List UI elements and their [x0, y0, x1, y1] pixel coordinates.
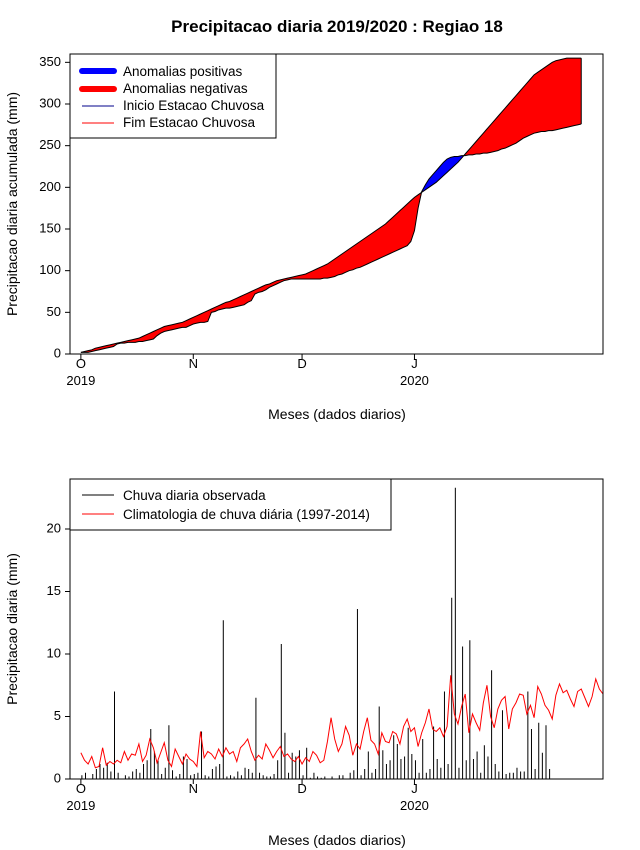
p0-ytick-label: 350 — [39, 54, 61, 69]
p1-xtick-label: D — [297, 781, 306, 796]
cumulative-x-axis: O 2019 N D J 2020 — [66, 354, 429, 388]
daily-x-axis: O 2019 N D J 2020 — [66, 779, 429, 813]
p0-xtick-year: 2020 — [400, 373, 429, 388]
cumulative-legend: Anomalias positivas Anomalias negativas … — [69, 53, 277, 139]
p0-ytick-label: 150 — [39, 220, 61, 235]
legend-label-observed: Chuva diaria observada — [123, 488, 266, 503]
p0-ytick-label: 250 — [39, 137, 61, 152]
p1-xtick-label: O — [76, 781, 86, 796]
p1-ytick-label: 5 — [54, 708, 61, 723]
p1-xtick-label: N — [189, 781, 198, 796]
daily-legend-box — [69, 478, 392, 531]
p1-xtick-year: 2019 — [66, 798, 95, 813]
daily-bars — [80, 487, 604, 779]
cumulative-legend-box — [69, 53, 277, 139]
observed-cumulative-line — [80, 123, 582, 353]
legend-label-inicio: Inicio Estacao Chuvosa — [123, 98, 265, 113]
p0-ytick-label: 50 — [47, 304, 61, 319]
daily-legend: Chuva diaria observada Climatologia de c… — [69, 478, 392, 531]
chart-title: Precipitacao diaria 2019/2020 : Regiao 1… — [171, 17, 503, 36]
legend-label-negative: Anomalias negativas — [123, 81, 248, 96]
legend-label-fim: Fim Estacao Chuvosa — [123, 115, 256, 130]
p0-ytick-label: 200 — [39, 179, 61, 194]
p1-xtick-label: J — [411, 781, 418, 796]
cumulative-plot-box — [69, 53, 604, 355]
p1-xtick-year: 2020 — [400, 798, 429, 813]
p0-xtick-label: O — [76, 356, 86, 371]
p1-ytick-label: 20 — [47, 520, 61, 535]
negative-anomaly-fill — [465, 58, 582, 156]
climatology-cumulative-line — [80, 57, 582, 353]
p0-xtick-year: 2019 — [66, 373, 95, 388]
daily-y-label: Precipitacao diaria (mm) — [4, 553, 20, 705]
p0-ytick-label: 300 — [39, 95, 61, 110]
cumulative-y-label: Precipitacao diaria acumulada (mm) — [4, 92, 20, 316]
p0-xtick-label: J — [411, 356, 418, 371]
negative-anomaly-fill — [80, 191, 422, 353]
p1-ytick-label: 15 — [47, 583, 61, 598]
cumulative-panel: 0 50 100 150 200 250 300 350 O 2019 N D J 2020 Meses… — [4, 53, 604, 422]
cumulative-y-axis: 0 50 100 150 200 250 300 350 — [39, 54, 70, 360]
cumulative-x-label: Meses (dados diarios) — [268, 406, 406, 422]
daily-panel: 0 5 10 15 20 O 2019 N D J 2020 Meses (dados diari… — [4, 478, 604, 848]
p1-ytick-label: 10 — [47, 645, 61, 660]
legend-label-climatology: Climatologia de chuva diária (1997-2014) — [123, 507, 370, 522]
p0-xtick-label: D — [297, 356, 306, 371]
p0-ytick-label: 100 — [39, 262, 61, 277]
climatology-daily-line — [80, 675, 604, 769]
p0-ytick-label: 0 — [54, 345, 61, 360]
p0-xtick-label: N — [189, 356, 198, 371]
p1-ytick-label: 0 — [54, 770, 61, 785]
cumulative-area — [80, 57, 582, 353]
legend-label-positive: Anomalias positivas — [123, 64, 243, 79]
daily-y-axis: 0 5 10 15 20 — [47, 520, 70, 785]
daily-x-label: Meses (dados diarios) — [268, 832, 406, 848]
positive-anomaly-fill — [421, 154, 466, 193]
